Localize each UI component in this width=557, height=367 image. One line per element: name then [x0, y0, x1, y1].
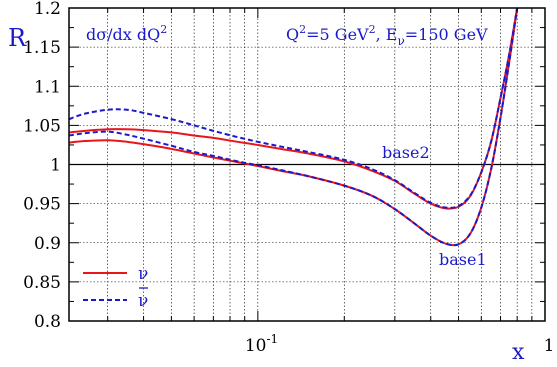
y-tick-label: 0.95 [23, 195, 61, 215]
x-axis-label: x [512, 340, 525, 365]
legend-label-nubar: ν [138, 291, 148, 311]
series-base2-nubar [69, 8, 519, 209]
y-tick-label: 1.1 [34, 77, 61, 97]
legend: ν ν [83, 264, 148, 311]
annotation-quantity: dσ/dx dQ2 [86, 23, 167, 44]
series-base2-nu [69, 8, 519, 210]
axis-ticks [69, 7, 545, 322]
y-tick-label: 0.8 [34, 312, 61, 332]
y-axis-label: R [8, 24, 27, 52]
x-tick-label: 1 [544, 336, 555, 356]
annotation-base1: base1 [439, 250, 487, 269]
y-tick-label: 1.2 [34, 0, 61, 19]
y-tick-label: 0.85 [23, 273, 61, 293]
annotation-base2: base2 [382, 143, 430, 162]
legend-label-nu: ν [138, 264, 148, 284]
series-base1-nubar [69, 8, 519, 247]
series-lines [69, 8, 519, 247]
y-tick-label: 0.9 [34, 234, 61, 254]
annotation-kinematics: Q2=5 GeV2, Eν=150 GeV [286, 23, 488, 48]
y-tick-labels: 0.8 0.85 0.9 0.95 1 1.05 1.1 1.15 1.2 [23, 0, 61, 332]
x-tick-label: 10-1 [245, 332, 278, 356]
x-tick-labels: 10-1 1 [245, 332, 555, 356]
y-tick-label: 1 [50, 156, 61, 176]
y-tick-label: 1.05 [23, 116, 61, 136]
y-tick-label: 1.15 [23, 38, 61, 58]
